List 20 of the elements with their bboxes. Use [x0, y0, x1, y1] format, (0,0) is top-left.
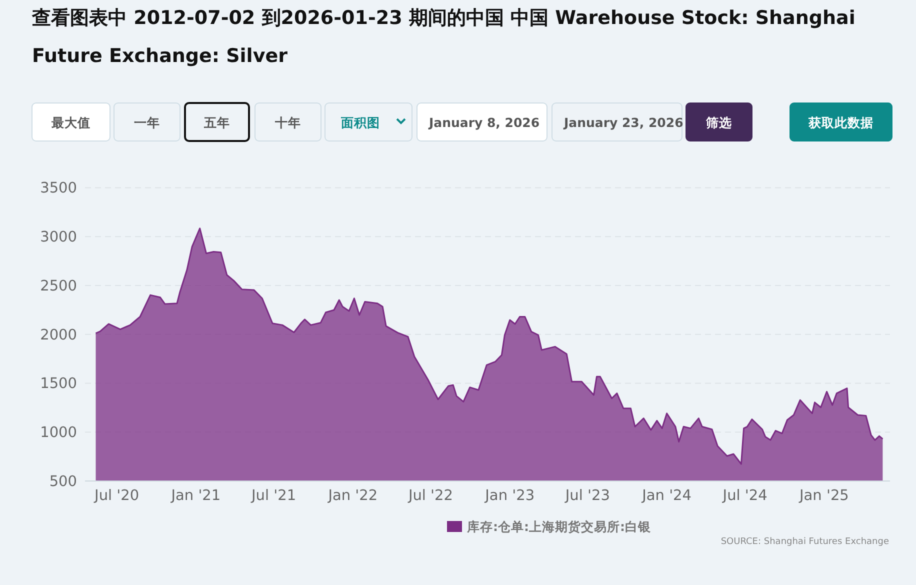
x-tick-label: Jan '24: [641, 488, 692, 504]
x-tick-label: Jul '21: [250, 488, 296, 504]
chart-title: 查看图表中 2012-07-02 到2026-01-23 期间的中国 中国 Warehouse Stock: Shanghai Future Exchange: Silver: [31, 7, 856, 67]
x-tick-label: Jul '23: [564, 488, 610, 504]
x-tick-label: Jan '23: [484, 488, 535, 504]
y-tick-label: 2000: [40, 327, 77, 344]
x-tick-label: Jan '21: [170, 488, 221, 504]
x-tick-label: Jan '25: [798, 488, 849, 504]
x-tick-label: Jul '24: [722, 488, 768, 504]
y-tick-label: 3000: [40, 230, 77, 246]
x-tick-label: Jul '20: [94, 488, 140, 504]
x-tick-label: Jul '22: [407, 488, 454, 504]
x-tick-label: Jan '22: [327, 488, 378, 504]
y-tick-label: 1500: [40, 376, 77, 392]
legend: 库存:仓单:上海期货交易所:白银: [447, 519, 651, 534]
y-tick-label: 3500: [40, 180, 77, 197]
y-tick-label: 2500: [40, 278, 77, 294]
y-tick-label: 1000: [40, 425, 77, 442]
y-tick-label: 500: [49, 474, 77, 490]
source-note: SOURCE: Shanghai Futures Exchange: [720, 537, 890, 547]
